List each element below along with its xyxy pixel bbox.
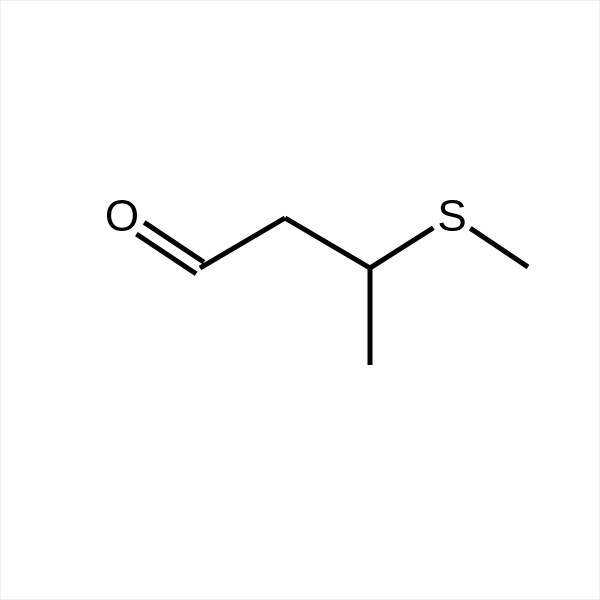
bond-line bbox=[470, 228, 528, 267]
atom-label-s: S bbox=[437, 192, 466, 241]
bond-line bbox=[285, 218, 370, 268]
canvas-frame bbox=[1, 1, 600, 600]
bond-line bbox=[200, 218, 285, 268]
bond-layer bbox=[136, 218, 528, 365]
bond-line bbox=[370, 228, 433, 268]
molecule-diagram: OS bbox=[0, 0, 600, 600]
atom-label-o: O bbox=[105, 192, 139, 241]
